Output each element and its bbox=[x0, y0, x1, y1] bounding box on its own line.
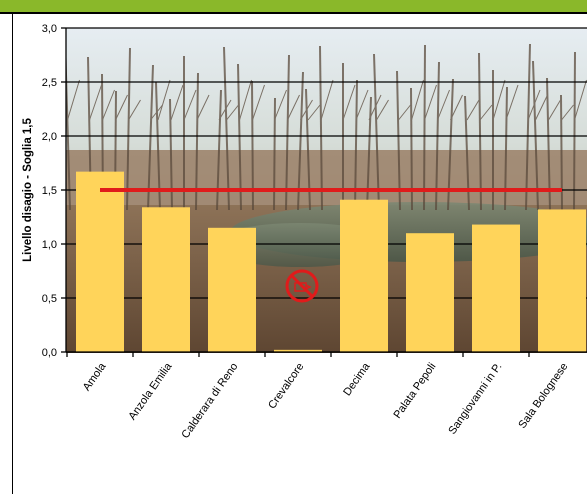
y-tick-label: 0,0 bbox=[42, 347, 57, 359]
y-tick-label: 2,0 bbox=[42, 131, 57, 143]
bar bbox=[340, 200, 388, 352]
x-category-label: Anzola Emilia bbox=[126, 360, 175, 422]
bar bbox=[538, 209, 586, 352]
y-tick-label: 1,0 bbox=[42, 239, 57, 251]
y-tick-labels: 0,0 0,5 1,0 1,5 2,0 2,5 3,0 bbox=[42, 23, 57, 359]
x-category-label: Palata Pepoli bbox=[391, 361, 438, 421]
x-category-labels: Amola Anzola Emilia Calderara di Reno Creva… bbox=[81, 360, 571, 441]
bar bbox=[472, 225, 520, 352]
x-category-label: Crevalcore bbox=[266, 361, 306, 411]
x-category-label: Sala Bolognese bbox=[516, 361, 570, 431]
y-axis-title: Livello disagio - Soglia 1,5 bbox=[22, 118, 34, 262]
bar bbox=[142, 207, 190, 352]
x-category-label: Calderara di Reno bbox=[179, 361, 240, 441]
x-category-label: Amola bbox=[81, 360, 109, 393]
y-tick-label: 3,0 bbox=[42, 23, 57, 35]
y-tick-label: 1,5 bbox=[42, 185, 57, 197]
bar bbox=[76, 172, 124, 352]
y-tick-label: 0,5 bbox=[42, 293, 57, 305]
y-tick-label: 2,5 bbox=[42, 77, 57, 89]
bar bbox=[406, 233, 454, 352]
x-category-label: Decima bbox=[341, 360, 373, 398]
x-category-label: Sangiovanni in P. bbox=[446, 361, 504, 437]
bar bbox=[208, 228, 256, 352]
